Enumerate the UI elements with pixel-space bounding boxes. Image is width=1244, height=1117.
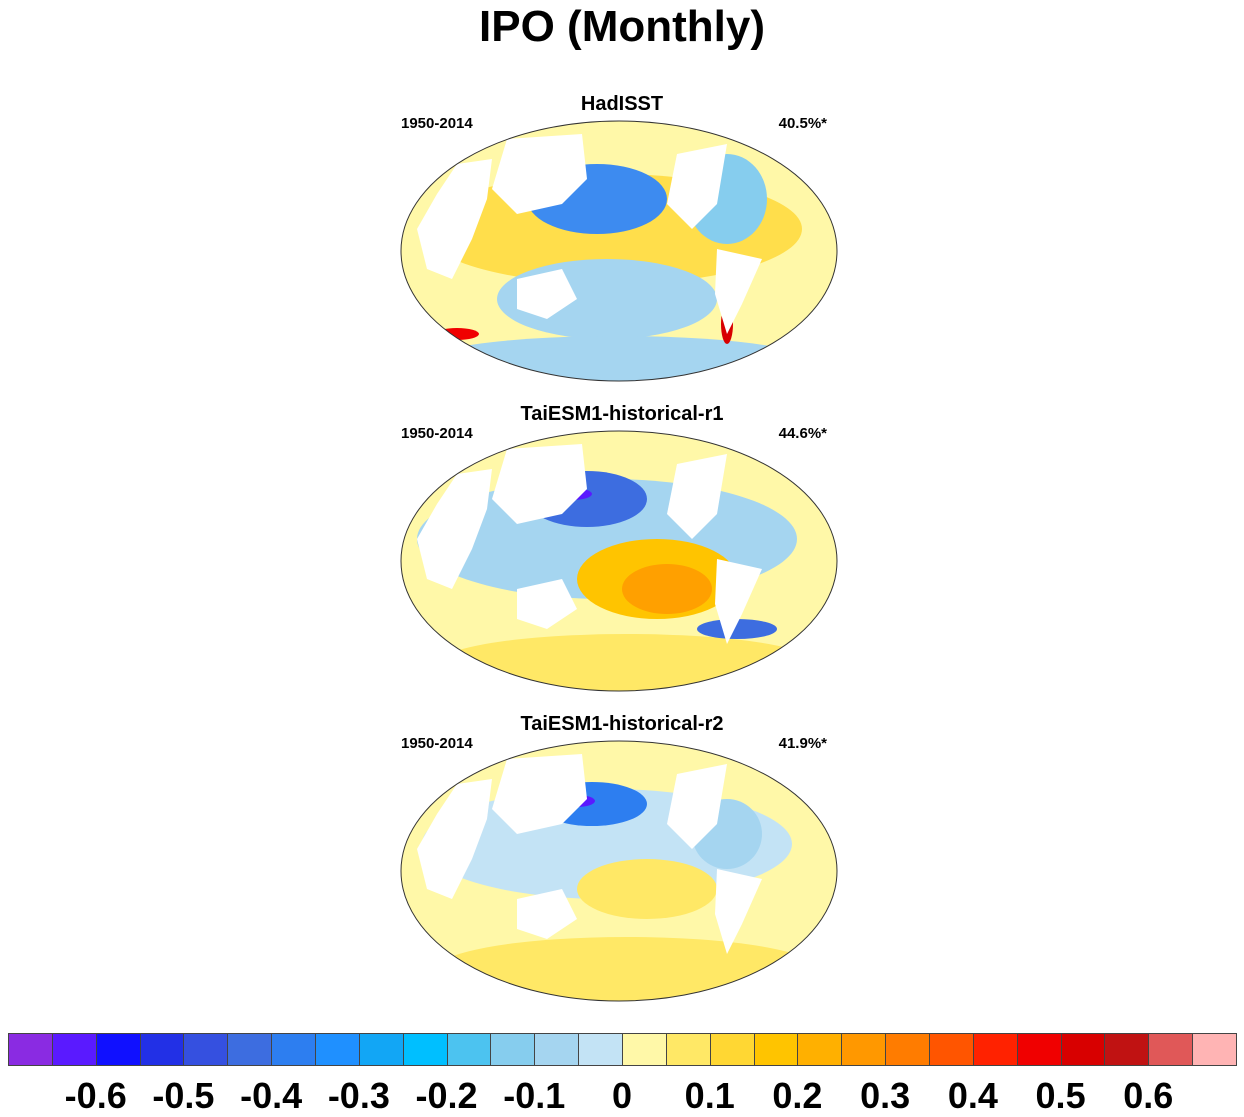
land-antarctica bbox=[397, 1001, 847, 1009]
colorbar-box bbox=[446, 1033, 492, 1066]
map-panel-taiesm1-r2: TaiESM1-historical-r2 1950-2014 41.9%* bbox=[397, 713, 847, 1013]
colorbar-box bbox=[929, 1033, 974, 1066]
land-south-america bbox=[715, 249, 762, 334]
colorbar-box bbox=[885, 1033, 930, 1066]
land-antarctica bbox=[397, 381, 847, 389]
anomaly-warm bbox=[437, 634, 817, 691]
panel-period: 1950-2014 bbox=[401, 115, 473, 132]
map-border bbox=[400, 740, 838, 1002]
colorbar-box bbox=[1192, 1033, 1237, 1066]
world-map-taiesm1-r1 bbox=[397, 430, 847, 699]
colorbar-tick-label: 0.4 bbox=[947, 1075, 998, 1116]
colorbar-tick-label: -0.6 bbox=[64, 1075, 127, 1116]
land-south-america bbox=[715, 869, 762, 954]
anomaly-cold bbox=[697, 619, 777, 639]
colorbar-box bbox=[1060, 1033, 1106, 1066]
colorbar-tick-label: 0.1 bbox=[684, 1075, 735, 1116]
colorbar-box bbox=[490, 1033, 536, 1066]
land-north-america bbox=[667, 144, 727, 229]
colorbar bbox=[8, 1033, 1237, 1068]
land-asia bbox=[492, 134, 587, 214]
panel-variance: 40.5%* bbox=[778, 115, 827, 132]
colorbar-box bbox=[622, 1033, 667, 1066]
panel-variance: 41.9%* bbox=[778, 735, 827, 752]
land-antarctica bbox=[397, 691, 847, 699]
colorbar-box bbox=[358, 1033, 404, 1066]
colorbar-box bbox=[271, 1033, 316, 1066]
panel-title: TaiESM1-historical-r1 bbox=[520, 403, 724, 425]
anomaly-warm bbox=[577, 859, 717, 919]
colorbar-tick-label: -0.5 bbox=[152, 1075, 215, 1116]
land-europe-africa bbox=[417, 159, 492, 279]
map-border bbox=[400, 120, 838, 382]
map-border bbox=[400, 430, 838, 692]
figure-title: IPO (Monthly) bbox=[479, 2, 765, 51]
land-asia bbox=[492, 444, 587, 524]
panel-period: 1950-2014 bbox=[401, 735, 473, 752]
colorbar-box bbox=[841, 1033, 887, 1066]
land-south-america bbox=[715, 559, 762, 644]
colorbar-box bbox=[709, 1033, 755, 1066]
colorbar-box bbox=[1148, 1033, 1194, 1066]
colorbar-box bbox=[753, 1033, 799, 1066]
colorbar-box bbox=[8, 1033, 53, 1066]
colorbar-box bbox=[797, 1033, 843, 1066]
colorbar-box bbox=[183, 1033, 229, 1066]
world-map-hadisst bbox=[397, 120, 847, 389]
panel-title: HadISST bbox=[580, 93, 664, 115]
colorbar-box bbox=[227, 1033, 273, 1066]
map-panel-hadisst: HadISST 1950-2014 40.5%* bbox=[397, 93, 847, 393]
land-north-america bbox=[667, 764, 727, 849]
land-asia bbox=[492, 754, 587, 834]
colorbar-box bbox=[139, 1033, 185, 1066]
colorbar-box bbox=[315, 1033, 360, 1066]
anomaly-warm-strong bbox=[622, 564, 712, 614]
colorbar-tick-label: -0.2 bbox=[415, 1075, 478, 1116]
colorbar-tick-label: 0.3 bbox=[860, 1075, 911, 1116]
panel-title: TaiESM1-historical-r2 bbox=[520, 713, 724, 735]
land-australia bbox=[517, 579, 577, 629]
land-north-america bbox=[667, 454, 727, 539]
colorbar-box bbox=[402, 1033, 448, 1066]
colorbar-tick-label: 0.6 bbox=[1123, 1075, 1174, 1116]
colorbar-tick-label: -0.3 bbox=[327, 1075, 390, 1116]
colorbar-box bbox=[578, 1033, 623, 1066]
colorbar-box bbox=[95, 1033, 141, 1066]
colorbar-box bbox=[1104, 1033, 1150, 1066]
world-map-taiesm1-r2 bbox=[397, 740, 847, 1009]
colorbar-tick-label: -0.4 bbox=[240, 1075, 303, 1116]
colorbar-box bbox=[51, 1033, 97, 1066]
map-panel-taiesm1-r1: TaiESM1-historical-r1 1950-2014 44.6%* bbox=[397, 403, 847, 703]
anomaly-warm bbox=[437, 937, 817, 1001]
colorbar-tick-label: 0 bbox=[611, 1075, 633, 1116]
land-europe-africa bbox=[417, 779, 492, 899]
land-europe-africa bbox=[417, 469, 492, 589]
panel-period: 1950-2014 bbox=[401, 425, 473, 442]
land-australia bbox=[517, 269, 577, 319]
panel-variance: 44.6%* bbox=[778, 425, 827, 442]
land-australia bbox=[517, 889, 577, 939]
colorbar-box bbox=[534, 1033, 580, 1066]
colorbar-box bbox=[665, 1033, 711, 1066]
colorbar-tick-label: -0.1 bbox=[503, 1075, 566, 1116]
colorbar-tick-label: 0.5 bbox=[1035, 1075, 1086, 1116]
colorbar-box bbox=[972, 1033, 1018, 1066]
colorbar-tick-label: 0.2 bbox=[772, 1075, 823, 1116]
colorbar-box bbox=[1016, 1033, 1062, 1066]
